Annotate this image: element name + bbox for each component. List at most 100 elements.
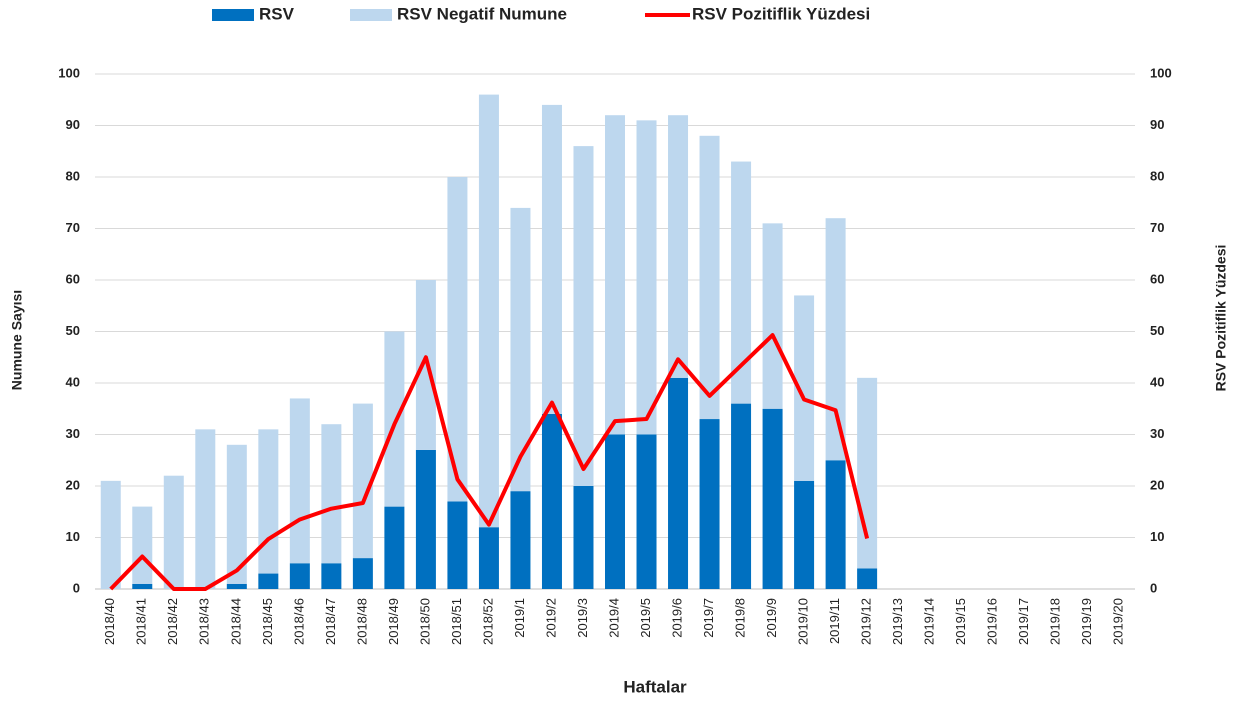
bar-segment <box>794 295 815 481</box>
x-tick-label: 2019/10 <box>796 598 811 645</box>
x-tick-label: 2018/42 <box>165 598 180 645</box>
y2-axis-title: RSV Pozitiflik Yüzdesi <box>1213 245 1229 392</box>
y-tick-label: 0 <box>73 580 80 595</box>
x-tick-label: 2019/15 <box>953 598 968 645</box>
x-tick-label: 2019/12 <box>859 598 874 645</box>
x-tick-label: 2018/41 <box>134 598 149 645</box>
bar-segment <box>478 527 499 589</box>
y2-tick-label: 20 <box>1150 477 1164 492</box>
bar-segment <box>258 429 279 574</box>
bar-segment <box>510 207 531 492</box>
x-tick-label: 2019/20 <box>1111 598 1126 645</box>
y-tick-label: 10 <box>66 529 80 544</box>
bar-segment <box>163 475 184 589</box>
y2-tick-label: 30 <box>1150 426 1164 441</box>
bar-segment <box>762 408 783 589</box>
x-tick-label: 2019/8 <box>732 598 747 638</box>
bar-segment <box>447 177 468 502</box>
x-tick-label: 2018/47 <box>323 598 338 645</box>
bar-segment <box>132 583 153 589</box>
y2-tick-label: 50 <box>1150 323 1164 338</box>
bar-segment <box>352 403 373 559</box>
x-tick-label: 2018/49 <box>386 598 401 645</box>
bar-segment <box>605 115 625 435</box>
y2-tick-label: 10 <box>1150 529 1164 544</box>
y-axis-title: Numune Sayısı <box>9 290 25 390</box>
bar-segment <box>321 563 342 589</box>
line <box>109 333 870 591</box>
x-tick-label: 2019/9 <box>764 598 779 638</box>
legend-swatch <box>350 9 392 21</box>
y-tick-label: 30 <box>66 426 80 441</box>
x-tick-label: 2018/46 <box>291 598 306 645</box>
bar-segment <box>541 104 562 414</box>
bar-segment <box>289 563 310 589</box>
bar-segment <box>352 558 373 589</box>
x-tick-label: 2019/2 <box>543 598 558 638</box>
x-tick-label: 2019/14 <box>922 598 937 645</box>
bar-segment <box>226 583 247 589</box>
x-tick-label: 2019/18 <box>1048 598 1063 645</box>
bar-segment <box>258 573 279 589</box>
bar-segment <box>605 434 625 589</box>
x-tick-label: 2019/11 <box>827 598 842 644</box>
bar-segment <box>384 331 405 507</box>
y2-tick-label: 60 <box>1150 271 1164 286</box>
bar-segment <box>668 377 689 589</box>
y-tick-label: 60 <box>66 271 80 286</box>
x-tick-label: 2019/1 <box>512 598 527 638</box>
x-tick-label: 2019/19 <box>1079 598 1094 645</box>
y-tick-label: 50 <box>66 323 80 338</box>
bar-segment <box>668 115 689 378</box>
y2-tick-label: 90 <box>1150 117 1164 132</box>
x-tick-label: 2018/48 <box>354 598 369 645</box>
x-tick-label: 2019/13 <box>890 598 905 645</box>
x-tick-label: 2019/3 <box>575 598 590 638</box>
x-tick-label: 2019/7 <box>701 598 716 638</box>
bar-segment <box>762 223 783 409</box>
legend-label: RSV Negatif Numune <box>397 4 567 23</box>
x-tick-label: 2018/40 <box>102 598 117 645</box>
x-tick-label: 2018/44 <box>228 598 243 645</box>
bar-segment <box>510 491 531 589</box>
x-axis-title: Haftalar <box>623 677 687 696</box>
y2-tick-label: 70 <box>1150 220 1164 235</box>
x-tick-label: 2018/52 <box>480 598 495 645</box>
x-tick-label: 2018/51 <box>449 598 464 645</box>
bar-segment <box>731 403 752 589</box>
x-tick-label: 2019/6 <box>669 598 684 638</box>
bar-segment <box>226 444 247 584</box>
bar-segment <box>573 486 594 589</box>
x-tick-label: 2018/45 <box>260 598 275 645</box>
y-tick-label: 20 <box>66 477 80 492</box>
bar-segment <box>132 506 153 584</box>
bar-segment <box>699 419 720 589</box>
x-tick-label: 2019/17 <box>1016 598 1031 645</box>
bar-segment <box>478 94 499 528</box>
bar-segment <box>541 413 562 589</box>
y2-tick-label: 0 <box>1150 580 1157 595</box>
bar-segment <box>636 434 657 589</box>
bar-segment <box>794 480 815 589</box>
x-tick-label: 2018/43 <box>197 598 212 645</box>
y-tick-label: 70 <box>66 220 80 235</box>
x-tick-label: 2019/16 <box>985 598 1000 645</box>
bar-segment <box>321 424 342 564</box>
legend-label: RSV Pozitiflik Yüzdesi <box>692 4 870 23</box>
bar-segment <box>384 506 405 589</box>
bar-segment <box>100 480 121 589</box>
x-tick-label: 2019/4 <box>606 598 621 638</box>
bar-segment <box>415 449 436 589</box>
y2-tick-label: 80 <box>1150 168 1164 183</box>
y-tick-label: 90 <box>66 117 80 132</box>
x-tick-label: 2019/5 <box>638 598 653 638</box>
bar-segment <box>825 460 846 589</box>
bar-segment <box>573 146 594 486</box>
bar-segment <box>447 501 468 589</box>
y2-tick-label: 100 <box>1150 65 1172 80</box>
bar-segment <box>825 218 846 461</box>
y-tick-label: 40 <box>66 374 80 389</box>
bar-segment <box>699 135 720 420</box>
bar-segment <box>857 568 878 589</box>
